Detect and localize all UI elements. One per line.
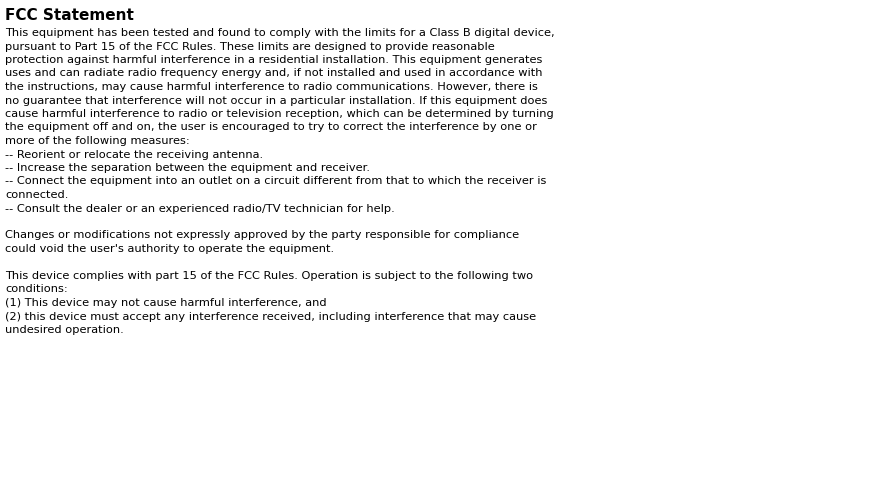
Text: more of the following measures:: more of the following measures: (5, 136, 189, 146)
Text: the equipment off and on, the user is encouraged to try to correct the interfere: the equipment off and on, the user is en… (5, 122, 537, 133)
Text: FCC Statement: FCC Statement (5, 8, 134, 23)
Text: could void the user's authority to operate the equipment.: could void the user's authority to opera… (5, 244, 334, 254)
Text: pursuant to Part 15 of the FCC Rules. These limits are designed to provide reaso: pursuant to Part 15 of the FCC Rules. Th… (5, 41, 494, 51)
Text: -- Connect the equipment into an outlet on a circuit different from that to whic: -- Connect the equipment into an outlet … (5, 176, 547, 186)
Text: conditions:: conditions: (5, 284, 68, 294)
Text: -- Increase the separation between the equipment and receiver.: -- Increase the separation between the e… (5, 163, 370, 173)
Text: Changes or modifications not expressly approved by the party responsible for com: Changes or modifications not expressly a… (5, 230, 519, 240)
Text: (1) This device may not cause harmful interference, and: (1) This device may not cause harmful in… (5, 298, 327, 308)
Text: connected.: connected. (5, 190, 69, 200)
Text: -- Consult the dealer or an experienced radio/TV technician for help.: -- Consult the dealer or an experienced … (5, 204, 395, 214)
Text: no guarantee that interference will not occur in a particular installation. If t: no guarantee that interference will not … (5, 95, 547, 105)
Text: protection against harmful interference in a residential installation. This equi: protection against harmful interference … (5, 55, 542, 65)
Text: (2) this device must accept any interference received, including interference th: (2) this device must accept any interfer… (5, 311, 536, 322)
Text: cause harmful interference to radio or television reception, which can be determ: cause harmful interference to radio or t… (5, 109, 554, 119)
Text: This device complies with part 15 of the FCC Rules. Operation is subject to the : This device complies with part 15 of the… (5, 271, 533, 281)
Text: the instructions, may cause harmful interference to radio communications. Howeve: the instructions, may cause harmful inte… (5, 82, 538, 92)
Text: uses and can radiate radio frequency energy and, if not installed and used in ac: uses and can radiate radio frequency ene… (5, 69, 542, 79)
Text: -- Reorient or relocate the receiving antenna.: -- Reorient or relocate the receiving an… (5, 150, 263, 159)
Text: This equipment has been tested and found to comply with the limits for a Class B: This equipment has been tested and found… (5, 28, 554, 38)
Text: undesired operation.: undesired operation. (5, 325, 123, 335)
